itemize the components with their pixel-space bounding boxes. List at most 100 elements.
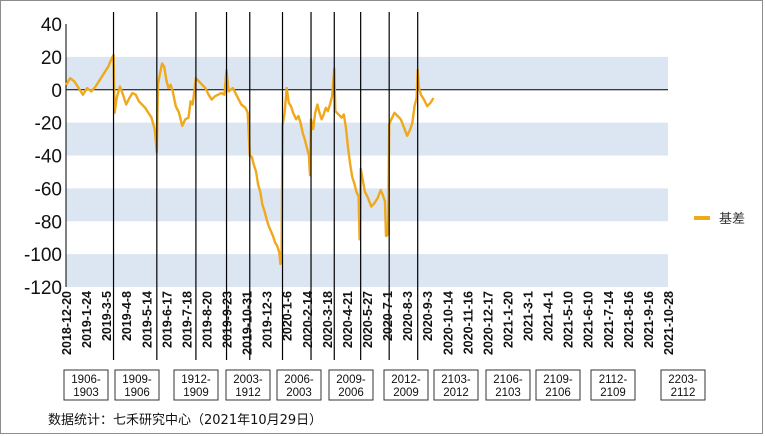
- contract-label-text: 2109: [600, 387, 626, 399]
- series-line-jicha: [64, 54, 435, 266]
- contract-box-rect: [276, 369, 322, 401]
- y-tick-label: -20: [35, 114, 62, 135]
- x-tick-label: 2019-9-23: [221, 291, 235, 348]
- contract-label-text: 2012-: [391, 374, 421, 386]
- contract-label-box: 1906-1903: [63, 369, 109, 401]
- x-tick-label: 2020-9-3: [421, 291, 435, 341]
- contract-label-text: 2203-: [668, 374, 698, 386]
- contract-label-box: 1912-1909: [173, 369, 219, 401]
- contract-label-box: 1909-1906: [114, 369, 160, 401]
- contract-label-box: 2103-2012: [433, 369, 479, 401]
- contract-label-text: 2109-: [543, 374, 573, 386]
- x-tick-label: 2019-10-31: [241, 291, 255, 355]
- x-axis-ticks: 2018-12-20 2019-1-24 2019-3-5 2019-4-8 2019-…: [60, 291, 676, 355]
- contract-label-text: 1912-: [181, 374, 211, 386]
- y-tick-label: 40: [41, 15, 62, 36]
- contract-label-text: 2112: [671, 387, 696, 399]
- contract-label-box: 2009-2006: [328, 369, 374, 401]
- contract-label-text: 2009: [393, 387, 419, 399]
- contract-label-box: 2012-2009: [383, 369, 429, 401]
- contract-box-rect: [485, 369, 531, 401]
- contract-box-rect: [328, 369, 374, 401]
- x-tick-label: 2021-9-16: [642, 291, 656, 348]
- contract-box-rect: [173, 369, 219, 401]
- contract-label-box: 2003-1912: [225, 369, 271, 401]
- x-tick-label: 2021-10-28: [662, 291, 676, 355]
- y-tick-label: -60: [35, 179, 62, 200]
- legend-swatch: [694, 215, 710, 220]
- x-tick-label: 2020-8-3: [401, 291, 415, 341]
- x-tick-label: 2019-7-18: [180, 291, 194, 348]
- y-tick-label: -80: [35, 212, 62, 233]
- contract-label-text: 2103: [495, 387, 521, 399]
- contract-label-text: 2009-: [336, 374, 366, 386]
- contract-box-rect: [114, 369, 160, 401]
- x-tick-label: 2021-6-10: [582, 291, 596, 348]
- contract-label-text: 2106: [545, 387, 571, 399]
- x-tick-label: 2020-5-27: [361, 291, 375, 348]
- contract-label-text: 2112-: [599, 374, 628, 386]
- contract-label-text: 1912: [235, 387, 261, 399]
- x-tick-label: 2020-11-16: [461, 291, 475, 354]
- grid-band-3: [66, 254, 668, 287]
- contract-label-text: 2006-: [284, 374, 314, 386]
- contract-label-box: 2106-2103: [485, 369, 531, 401]
- contract-box-rect: [383, 369, 429, 401]
- x-tick-label: 2019-3-5: [100, 291, 114, 341]
- contract-label-text: 1909: [183, 387, 209, 399]
- contract-label-box: 2109-2106: [535, 369, 581, 401]
- y-tick-label: 20: [41, 48, 62, 69]
- x-tick-label: 2019-5-14: [140, 291, 154, 348]
- contract-label-text: 2103-: [441, 374, 471, 386]
- contract-label-box: 2203-2112: [660, 369, 706, 401]
- x-tick-label: 2021-3-1: [522, 291, 536, 341]
- contract-label-text: 2003: [286, 387, 312, 399]
- y-tick-label: -40: [35, 147, 62, 168]
- contract-label-text: 1906-: [71, 374, 101, 386]
- contract-label-text: 1903: [73, 387, 99, 399]
- y-tick-label: 0: [51, 81, 62, 102]
- x-tick-label: 2021-8-16: [622, 291, 636, 348]
- contract-box-rect: [660, 369, 706, 401]
- contract-label-box: 2006-2003: [276, 369, 322, 401]
- y-tick-label: -120: [24, 278, 62, 299]
- series-layer: [64, 54, 435, 266]
- x-tick-label: 2021-4-1: [542, 291, 556, 341]
- contract-label-text: 2012: [443, 387, 469, 399]
- x-tick-label: 2020-2-14: [301, 291, 315, 348]
- x-tick-label: 2020-10-14: [441, 291, 455, 355]
- y-tick-label: -100: [24, 245, 62, 266]
- x-tick-label: 2019-6-17: [160, 291, 174, 348]
- x-tick-label: 2021-5-10: [562, 291, 576, 348]
- x-tick-label: 2019-1-24: [80, 291, 94, 348]
- x-tick-label: 2018-12-20: [60, 291, 74, 355]
- contract-label-text: 2106-: [493, 374, 523, 386]
- x-tick-label: 2020-7-1: [381, 291, 395, 341]
- contract-roll-lines: [112, 12, 419, 360]
- legend-label: 基差: [719, 212, 746, 227]
- legend: 基差: [694, 208, 745, 227]
- contract-box-rect: [535, 369, 581, 401]
- contract-box-rect: [63, 369, 109, 401]
- contract-box-rect: [433, 369, 479, 401]
- grid-band-1: [66, 122, 668, 156]
- contract-label-text: 1909-: [122, 374, 152, 386]
- contract-label-text: 1906: [124, 387, 150, 399]
- x-tick-label: 2019-8-20: [200, 291, 214, 348]
- contract-box-rect: [590, 369, 636, 401]
- x-tick-label: 2019-4-8: [120, 291, 134, 341]
- contract-label-text: 2006: [338, 387, 364, 399]
- x-tick-label: 2021-1-20: [501, 291, 515, 348]
- contract-label-boxes: 1906-19031909-19061912-19092003-19122006…: [63, 369, 706, 401]
- source-note: 数据统计：七禾研究中心（2021年10月29日）: [48, 413, 323, 428]
- x-tick-label: 2020-3-18: [321, 291, 335, 348]
- x-tick-label: 2020-12-17: [481, 291, 495, 355]
- x-tick-label: 2020-4-21: [341, 291, 355, 348]
- x-tick-label: 2021-7-14: [602, 291, 616, 348]
- y-axis-ticks: 40 20 0 -20 -40 -60 -80 -100 -120: [24, 15, 62, 299]
- x-tick-label: 2020-1-6: [281, 291, 295, 341]
- contract-box-rect: [225, 369, 271, 401]
- contract-label-box: 2112-2109: [590, 369, 636, 401]
